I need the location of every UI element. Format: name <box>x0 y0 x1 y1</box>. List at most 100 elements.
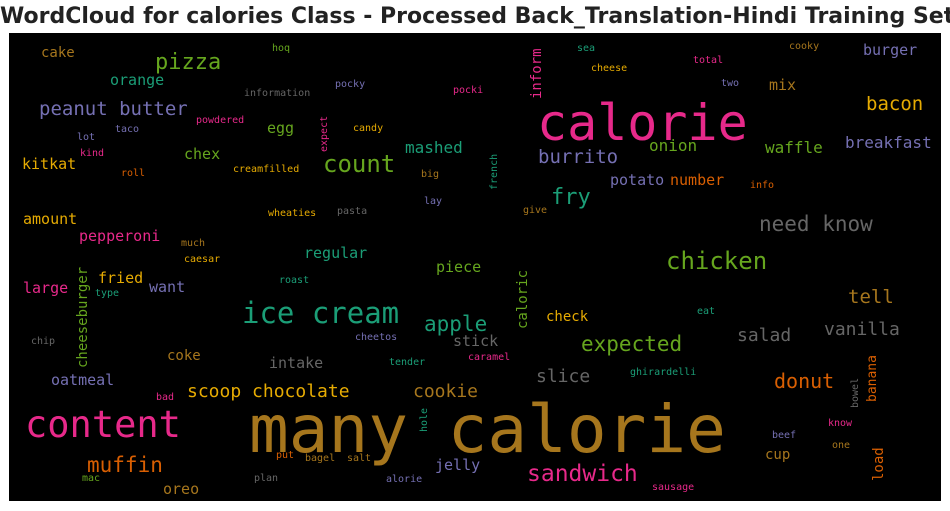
word-sausage: sausage <box>652 482 694 493</box>
word-beef: beef <box>772 430 796 441</box>
word-expect: expect <box>319 116 330 152</box>
word-hole: hole <box>419 408 430 432</box>
word-onion: onion <box>649 136 697 155</box>
word-cloud: many calorie calorie content ice cream count… <box>9 33 941 501</box>
word-banana: banana <box>865 355 880 402</box>
word-taco: taco <box>115 124 139 135</box>
word-bad: bad <box>156 392 174 403</box>
word-bacon: bacon <box>866 93 923 115</box>
word-mashed: mashed <box>405 138 463 157</box>
word-big: big <box>421 169 439 180</box>
word-creamfilled: creamfilled <box>233 164 299 175</box>
word-sandwich: sandwich <box>527 461 638 487</box>
word-count: count <box>323 150 395 178</box>
word-cheetos: cheetos <box>355 332 397 343</box>
word-chex: chex <box>184 145 220 163</box>
word-pizza: pizza <box>155 50 221 75</box>
word-fry: fry <box>551 185 591 210</box>
word-cloud-words: many calorie calorie content ice cream count… <box>22 41 932 498</box>
word-oreo: oreo <box>163 480 199 498</box>
word-lay: lay <box>424 196 442 207</box>
word-chicken: chicken <box>666 247 767 275</box>
word-plan: plan <box>254 473 278 484</box>
word-info: info <box>750 180 774 191</box>
word-cheese: cheese <box>591 63 627 74</box>
word-burger: burger <box>863 41 917 59</box>
word-kitkat: kitkat <box>22 155 76 173</box>
word-regular: regular <box>304 244 367 262</box>
word-muffin: muffin <box>87 453 163 477</box>
word-content: content <box>25 403 181 446</box>
word-total: total <box>693 55 723 66</box>
word-much: much <box>181 238 205 249</box>
word-check: check <box>546 309 589 325</box>
word-bowel: bowel <box>850 378 861 408</box>
word-cooky: cooky <box>789 41 819 52</box>
word-orange: orange <box>110 71 164 89</box>
chart-title: WordCloud for calories Class - Processed… <box>0 4 950 29</box>
word-roll: roll <box>121 168 145 179</box>
word-french: french <box>489 154 500 190</box>
word-pasta: pasta <box>337 206 367 217</box>
word-need-know: need know <box>759 212 873 236</box>
word-expected: expected <box>581 332 682 356</box>
word-amount: amount <box>23 210 77 228</box>
word-know: know <box>828 418 853 429</box>
word-hoq: hoq <box>272 43 290 54</box>
word-potato: potato <box>610 171 664 189</box>
word-vanilla: vanilla <box>824 319 900 340</box>
word-intake: intake <box>269 354 323 372</box>
word-breakfast: breakfast <box>845 133 932 152</box>
word-burrito: burrito <box>538 146 618 168</box>
word-two: two <box>721 78 739 89</box>
word-pocky: pocky <box>335 79 365 90</box>
word-kind: kind <box>80 148 104 159</box>
word-roast: roast <box>279 275 309 286</box>
word-caramel: caramel <box>468 352 510 363</box>
word-salad: salad <box>737 325 791 346</box>
word-give: give <box>523 205 547 216</box>
word-cheeseburger: cheeseburger <box>75 267 91 368</box>
word-cake: cake <box>41 45 75 61</box>
word-tender: tender <box>389 357 425 368</box>
word-large: large <box>23 279 68 297</box>
word-oatmeal: oatmeal <box>51 371 114 389</box>
word-apple: apple <box>424 312 487 336</box>
word-waffle: waffle <box>765 138 823 157</box>
word-lot: lot <box>77 132 95 143</box>
word-mix: mix <box>769 76 796 94</box>
word-candy: candy <box>353 123 383 134</box>
word-cloud-background <box>9 33 941 501</box>
word-cookie: cookie <box>413 381 478 402</box>
word-fried: fried <box>98 269 143 287</box>
word-ghirardelli: ghirardelli <box>630 367 696 378</box>
word-put: put <box>276 450 294 461</box>
word-eat: eat <box>697 306 715 317</box>
word-scoop-chocolate: scoop chocolate <box>187 381 350 402</box>
word-calorie: calorie <box>537 94 748 152</box>
word-wheaties: wheaties <box>268 208 316 219</box>
word-caloric: caloric <box>515 270 531 329</box>
word-number: number <box>670 171 724 189</box>
word-slice: slice <box>536 366 590 387</box>
word-tell: tell <box>848 286 894 308</box>
word-salt: salt <box>347 453 371 464</box>
word-load: load <box>871 447 887 481</box>
word-pepperoni: pepperoni <box>79 227 160 245</box>
word-coke: coke <box>167 348 201 364</box>
word-chip: chip <box>31 336 55 347</box>
word-pocki: pocki <box>453 85 483 96</box>
word-bagel: bagel <box>305 453 335 464</box>
word-ice-cream: ice cream <box>242 296 399 330</box>
word-egg: egg <box>267 119 294 137</box>
word-donut: donut <box>774 369 834 393</box>
word-information: information <box>244 88 310 99</box>
word-sea: sea <box>577 43 595 54</box>
word-want: want <box>149 278 185 296</box>
word-peanut-butter: peanut butter <box>39 98 188 120</box>
word-alorie: alorie <box>386 474 422 485</box>
word-piece: piece <box>436 258 481 276</box>
word-mac: mac <box>82 473 100 484</box>
word-cup: cup <box>765 447 790 463</box>
word-stick: stick <box>453 332 498 350</box>
